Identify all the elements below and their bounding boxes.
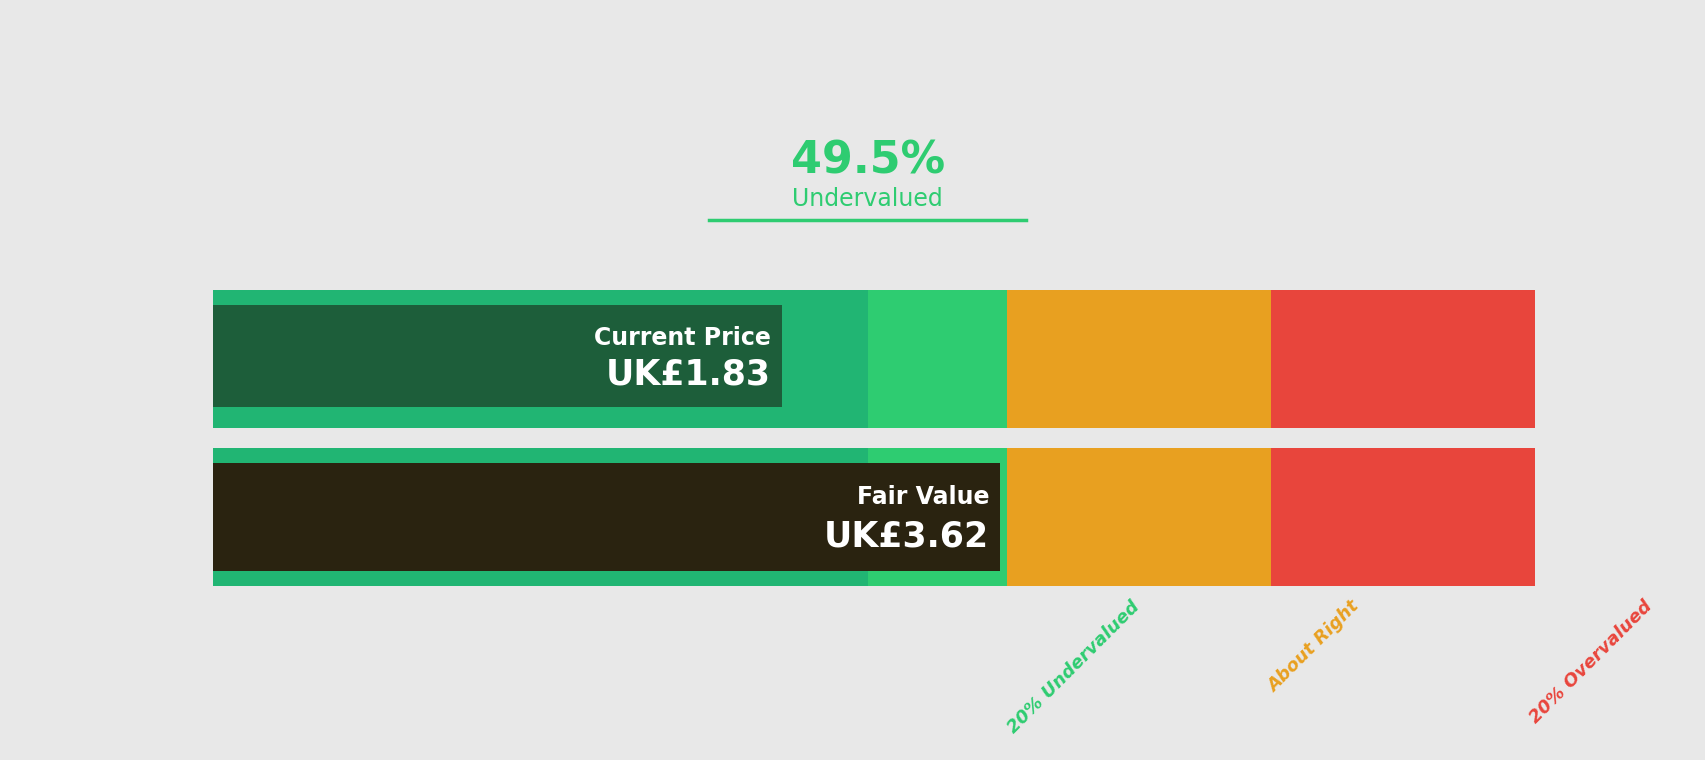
Bar — [213, 428, 1534, 448]
Text: 49.5%: 49.5% — [789, 140, 945, 183]
Text: 20% Overvalued: 20% Overvalued — [1526, 597, 1656, 727]
Bar — [1270, 290, 1534, 428]
Text: About Right: About Right — [1263, 597, 1362, 696]
Bar — [868, 290, 1006, 428]
Bar — [868, 448, 1006, 586]
Text: UK£1.83: UK£1.83 — [605, 357, 771, 391]
Bar — [213, 463, 999, 571]
Bar — [213, 448, 868, 586]
Bar — [1270, 448, 1534, 586]
Bar — [213, 290, 868, 428]
Text: Fair Value: Fair Value — [856, 486, 989, 509]
Text: 20% Undervalued: 20% Undervalued — [1003, 597, 1142, 736]
Text: UK£3.62: UK£3.62 — [824, 519, 989, 553]
Text: Current Price: Current Price — [593, 325, 771, 350]
Bar — [213, 305, 781, 407]
Bar — [1006, 290, 1270, 428]
Bar — [1006, 448, 1270, 586]
Text: Undervalued: Undervalued — [791, 188, 943, 211]
